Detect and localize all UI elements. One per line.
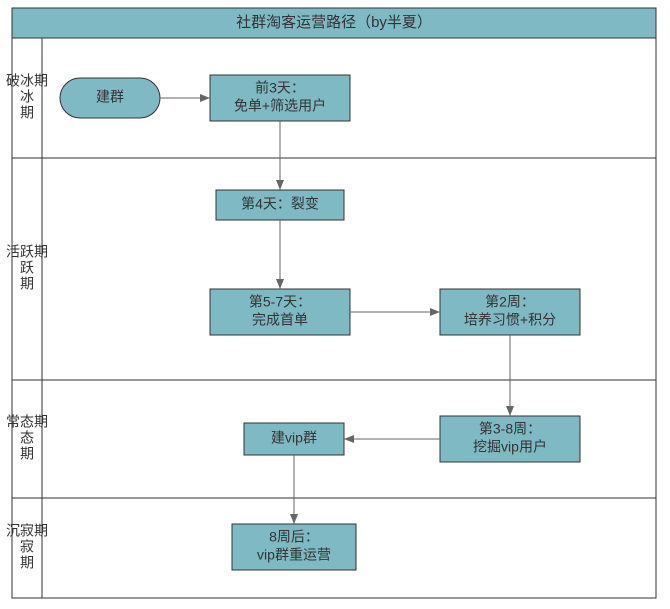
flow-node-label: 建vip群 [271, 430, 317, 446]
svg-text:冰: 冰 [20, 89, 34, 105]
flow-node-label: 免单+筛选用户 [234, 98, 326, 114]
flow-node: 8周后： vip群重运营 [232, 524, 356, 570]
flow-node: 第2周： 培养习惯+积分 [440, 289, 580, 335]
svg-text:期: 期 [20, 446, 34, 462]
flow-node: 前3天： 免单+筛选用户 [210, 75, 350, 121]
svg-text:寂: 寂 [20, 539, 34, 555]
flow-node: 第4天：裂变 [216, 190, 344, 220]
flow-node: 建群 [60, 78, 160, 118]
flow-node-label: 第3-8周： [479, 421, 541, 437]
flow-node-label: vip群重运营 [257, 547, 331, 563]
diagram-title: 社群淘客运营路径（by半夏） [236, 14, 432, 31]
svg-text:期: 期 [20, 105, 34, 121]
svg-text:常态期: 常态期 [6, 414, 48, 430]
flow-node: 建vip群 [244, 423, 344, 455]
svg-text:跃: 跃 [20, 260, 34, 276]
flow-node-label: 培养习惯+积分 [464, 312, 556, 328]
flow-node: 第5-7天： 完成首单 [210, 289, 350, 335]
flow-node-label: 第5-7天： [249, 294, 311, 310]
flow-node-label: 第2周： [485, 294, 535, 310]
svg-text:期: 期 [20, 276, 34, 292]
flow-node-label: 8周后： [269, 529, 319, 545]
flow-node-label: 完成首单 [252, 312, 308, 328]
flow-node-label: 建群 [96, 89, 124, 105]
flow-node-label: 第4天：裂变 [241, 196, 319, 212]
flowchart-canvas: 社群淘客运营路径（by半夏）破冰期冰期活跃期跃期常态期态期沉寂期寂期建群前3天：… [0, 0, 670, 609]
svg-text:期: 期 [20, 555, 34, 571]
flow-node-label: 挖掘vip用户 [473, 439, 547, 455]
svg-text:沉寂期: 沉寂期 [6, 523, 48, 539]
svg-text:破冰期: 破冰期 [6, 73, 48, 89]
flow-node-label: 前3天： [255, 80, 305, 96]
svg-text:活跃期: 活跃期 [6, 244, 48, 260]
svg-text:态: 态 [20, 430, 34, 446]
flow-node: 第3-8周： 挖掘vip用户 [440, 416, 580, 462]
